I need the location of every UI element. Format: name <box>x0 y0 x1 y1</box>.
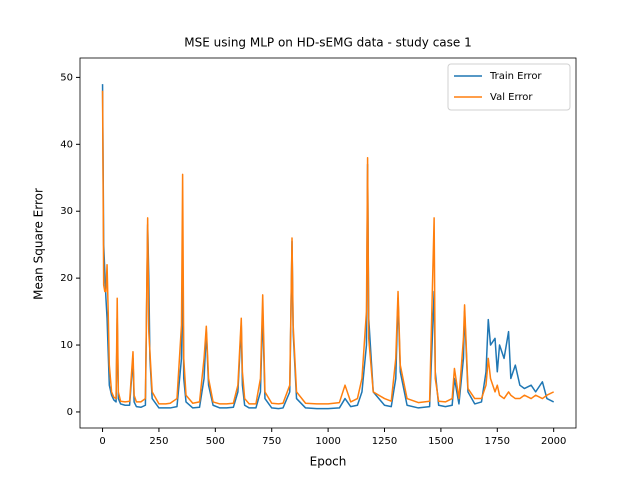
chart-title: MSE using MLP on HD-sEMG data - study ca… <box>184 36 471 50</box>
y-axis-label: Mean Square Error <box>32 188 46 300</box>
y-tick-label: 40 <box>60 139 73 150</box>
x-tick-label: 1250 <box>372 436 397 447</box>
x-tick-label: 0 <box>99 436 105 447</box>
y-tick-label: 30 <box>60 206 73 217</box>
y-tick-label: 50 <box>60 72 73 83</box>
line-series <box>101 90 555 405</box>
x-tick-label: 750 <box>262 436 281 447</box>
x-tick-label: 250 <box>149 436 168 447</box>
x-tick-label: 1750 <box>485 436 510 447</box>
plot-frame <box>79 57 577 429</box>
legend-label: Val Error <box>490 92 533 103</box>
x-tick-label: 1500 <box>428 436 453 447</box>
y-tick-label: 20 <box>60 273 73 284</box>
y-tick-label: 0 <box>67 407 73 418</box>
line-series <box>101 84 555 410</box>
x-axis-label: Epoch <box>310 455 347 469</box>
x-tick-label: 2000 <box>541 436 566 447</box>
legend-label: Train Error <box>489 71 542 82</box>
y-tick-label: 10 <box>60 340 73 351</box>
x-tick-label: 500 <box>206 436 225 447</box>
x-tick-label: 1000 <box>315 436 340 447</box>
